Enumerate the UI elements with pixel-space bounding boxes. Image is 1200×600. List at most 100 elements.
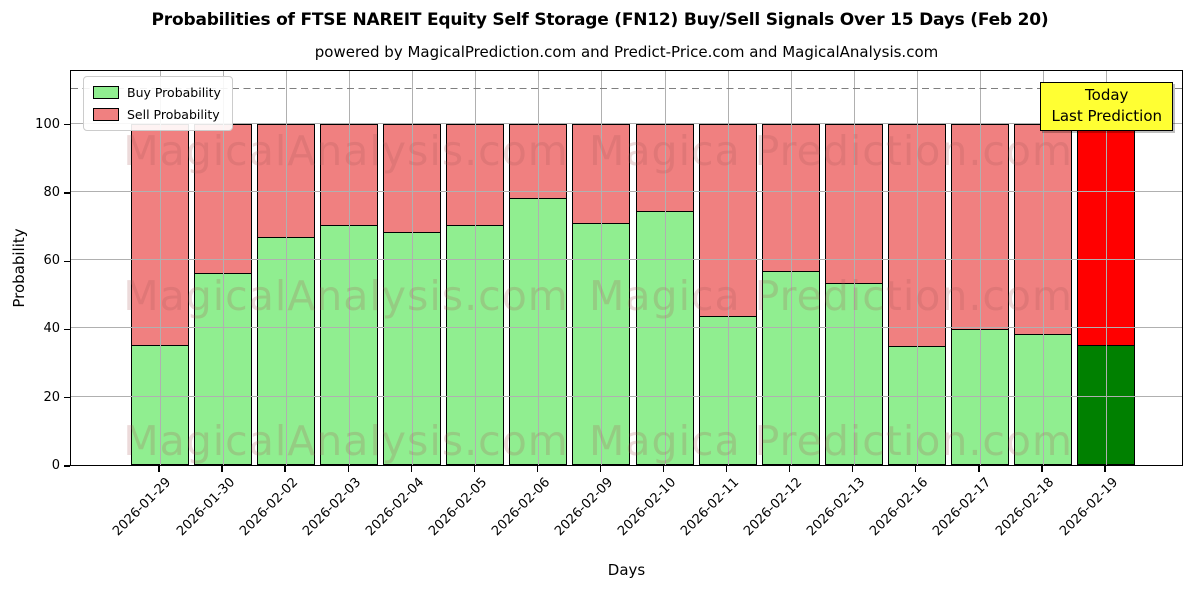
y-tick-label: 20 (43, 389, 60, 405)
y-tick-mark (64, 397, 70, 399)
x-tick-mark (158, 466, 160, 472)
x-tick-label: 2026-02-17 (930, 475, 995, 540)
y-tick-mark (64, 328, 70, 331)
chart-subtitle: powered by MagicalPrediction.com and Pre… (314, 43, 939, 61)
legend-label-buy: Buy Probability (127, 85, 221, 100)
sell-segment (509, 123, 568, 199)
y-tick-mark (64, 260, 70, 262)
sell-segment (383, 123, 442, 233)
y-tick-label: 0 (51, 458, 60, 473)
stacked-bar (1077, 123, 1136, 465)
y-tick-mark (64, 123, 70, 126)
stacked-bar (383, 123, 442, 465)
buy-segment (635, 212, 694, 465)
x-tick-label: 2026-02-09 (552, 475, 617, 540)
legend-label-sell: Sell Probability (127, 107, 220, 122)
x-tick-mark (347, 466, 349, 472)
x-tick-mark (1041, 466, 1043, 472)
legend: Buy Probability Sell Probability (83, 76, 233, 131)
sell-segment (635, 123, 694, 213)
stacked-bar (761, 123, 820, 465)
x-tick-mark (725, 466, 728, 472)
stacked-bar (635, 123, 694, 465)
stacked-bar (446, 123, 505, 465)
x-axis-label: Days (607, 561, 646, 579)
x-tick-label: 2026-02-11 (678, 475, 743, 540)
y-tick-mark (64, 192, 70, 194)
buy-segment (1013, 335, 1072, 465)
sell-color-swatch (93, 108, 119, 121)
sell-segment (887, 123, 946, 348)
today-annotation-line1: Today (1085, 86, 1129, 104)
bars-layer (71, 71, 1182, 465)
x-tick-label: 2026-02-19 (1056, 475, 1121, 540)
x-tick-label: 2026-02-16 (867, 475, 932, 540)
today-annotation-line2: Last Prediction (1051, 106, 1162, 125)
sell-segment (572, 123, 631, 225)
sell-segment (194, 123, 253, 274)
x-tick-label: 2026-02-12 (741, 475, 806, 540)
legend-item-sell: Sell Probability (93, 106, 221, 123)
x-tick-mark (473, 466, 475, 472)
chart-title: Probabilities of FTSE NAREIT Equity Self… (151, 10, 1049, 30)
stacked-bar (572, 123, 631, 465)
stacked-bar (320, 123, 379, 465)
stacked-bar (698, 123, 757, 465)
stacked-bar (131, 123, 189, 465)
sell-segment (1077, 123, 1136, 346)
sell-segment (824, 123, 883, 285)
y-tick-mark (64, 465, 70, 467)
x-tick-mark (1104, 466, 1106, 472)
x-tick-label: 2026-02-13 (804, 475, 869, 540)
x-tick-mark (789, 466, 791, 472)
x-tick-label: 2026-02-04 (362, 475, 427, 540)
stacked-bar (194, 123, 253, 465)
stacked-bar (257, 123, 316, 465)
buy-segment (950, 330, 1009, 465)
x-tick-label: 2026-01-30 (173, 475, 238, 540)
sell-segment (257, 123, 316, 238)
today-annotation: Today Last Prediction (1040, 82, 1173, 132)
y-tick-label: 80 (43, 184, 60, 200)
sell-segment (1013, 123, 1072, 336)
x-tick-label: 2026-02-02 (236, 475, 301, 540)
y-tick-label: 60 (43, 253, 60, 269)
plot-area: Buy Probability Sell Probability Today L… (70, 70, 1183, 466)
buy-segment (1077, 345, 1136, 465)
x-tick-label: 2026-02-05 (425, 475, 490, 540)
buy-color-swatch (93, 86, 119, 99)
sell-segment (131, 123, 189, 346)
buy-segment (761, 272, 820, 465)
x-tick-mark (662, 466, 665, 472)
sell-segment (698, 123, 757, 317)
x-tick-label: 2026-02-10 (615, 475, 680, 540)
stacked-bar (824, 123, 883, 465)
stacked-bar (887, 123, 946, 465)
buy-segment (320, 226, 379, 465)
buy-segment (383, 232, 442, 465)
sell-segment (761, 123, 820, 273)
buy-segment (194, 273, 253, 465)
stacked-bar (1013, 123, 1072, 465)
buy-segment (446, 226, 505, 465)
sell-segment (950, 123, 1009, 331)
x-tick-mark (978, 466, 980, 472)
x-tick-mark (410, 466, 412, 472)
buy-segment (509, 198, 568, 465)
buy-segment (131, 345, 189, 465)
x-tick-mark (599, 466, 602, 472)
x-tick-mark (284, 466, 286, 472)
x-tick-mark (915, 466, 917, 472)
sell-segment (320, 123, 379, 227)
buy-segment (257, 237, 316, 465)
buy-segment (824, 284, 883, 465)
buy-segment (887, 347, 946, 465)
y-tick-label: 100 (35, 116, 60, 132)
buy-segment (698, 316, 757, 465)
x-tick-mark (221, 466, 223, 472)
sell-segment (446, 123, 505, 227)
y-tick-label: 40 (43, 321, 60, 337)
stacked-bar (950, 123, 1009, 465)
stacked-bar (509, 123, 568, 465)
